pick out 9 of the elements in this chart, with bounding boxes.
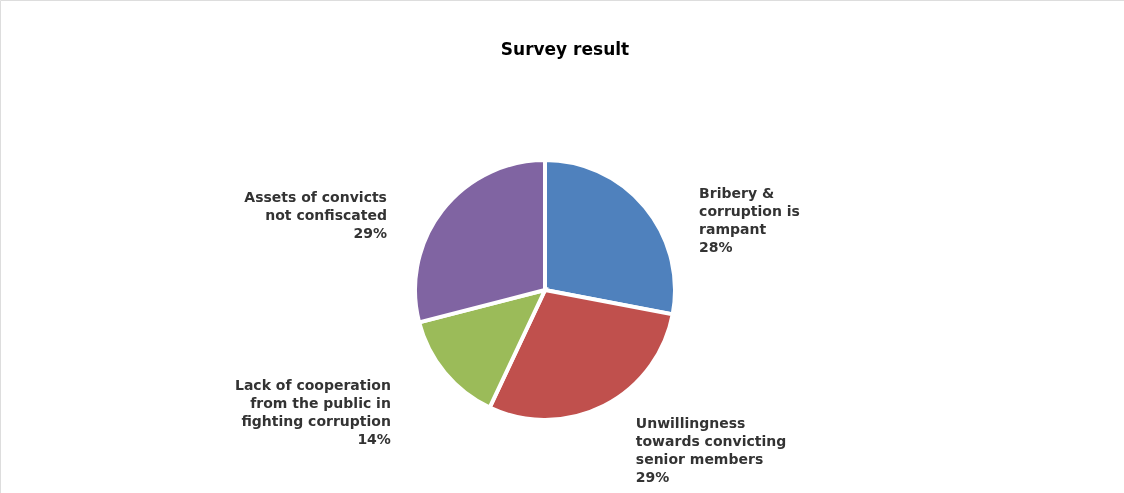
slice-label: Assets of convicts not confiscated (244, 189, 387, 224)
slice-label: Bribery & corruption is rampant (699, 185, 800, 238)
slice-label: Unwillingness towards convicting senior members (635, 414, 787, 467)
data-label: 28% (699, 239, 733, 256)
data-label: 29% (353, 225, 387, 242)
data-label: 14% (357, 430, 391, 447)
data-label: 29% (635, 468, 670, 485)
chart-title: Survey result (500, 39, 630, 59)
slice-label: Lack of cooperation from the public in fighting corruption (234, 376, 391, 429)
